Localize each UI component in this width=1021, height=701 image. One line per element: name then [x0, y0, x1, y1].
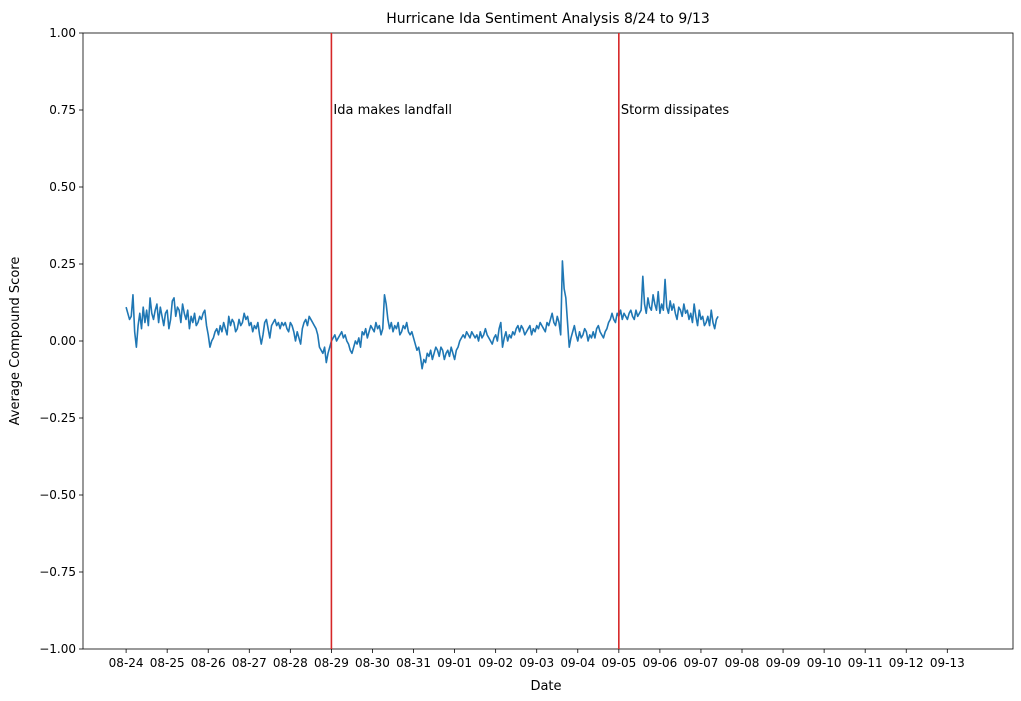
- x-tick-label: 08-30: [355, 656, 390, 670]
- plot-area: [82, 32, 1014, 650]
- y-tick-label: −0.25: [39, 411, 76, 425]
- y-tick-label: 0.25: [49, 257, 76, 271]
- y-tick-label: 0.00: [49, 334, 76, 348]
- y-tick-label: 0.50: [49, 180, 76, 194]
- x-tick-label: 09-09: [766, 656, 801, 670]
- chart-title: Hurricane Ida Sentiment Analysis 8/24 to…: [386, 11, 710, 27]
- event-lines: Ida makes landfall Storm dissipates: [330, 33, 730, 649]
- y-axis: 1.00 0.75 0.50 0.25 0.00 −0.25 −0.50 −0.75 −1.00: [39, 26, 83, 656]
- x-tick-label: 08-24: [109, 656, 144, 670]
- y-tick-label: −0.50: [39, 488, 76, 502]
- x-tick-label: 09-01: [437, 656, 472, 670]
- x-tick-label: 09-10: [807, 656, 842, 670]
- x-tick-label: 09-13: [930, 656, 965, 670]
- x-tick-label: 08-25: [150, 656, 185, 670]
- y-tick-label: −0.75: [39, 565, 76, 579]
- event-annotation: Storm dissipates: [621, 103, 730, 118]
- y-tick-label: 1.00: [49, 26, 76, 40]
- x-tick-label: 09-04: [560, 656, 595, 670]
- x-axis: 08-24 08-25 08-26 08-27 08-28 08-29 08-30 08-31…: [109, 649, 965, 670]
- x-axis-label: Date: [530, 679, 561, 694]
- x-tick-label: 09-02: [478, 656, 513, 670]
- x-tick-label: 09-12: [889, 656, 924, 670]
- x-tick-label: 09-03: [519, 656, 554, 670]
- x-tick-label: 08-31: [396, 656, 431, 670]
- x-tick-label: 08-29: [314, 656, 349, 670]
- y-axis-label: Average Compound Score: [8, 257, 23, 426]
- x-tick-label: 08-28: [273, 656, 308, 670]
- x-tick-label: 09-08: [725, 656, 760, 670]
- y-tick-label: −1.00: [39, 642, 76, 656]
- x-tick-label: 09-07: [684, 656, 719, 670]
- x-tick-label: 09-11: [848, 656, 883, 670]
- event-annotation: Ida makes landfall: [333, 103, 452, 118]
- x-tick-label: 08-26: [191, 656, 226, 670]
- x-tick-label: 09-06: [642, 656, 677, 670]
- x-tick-label: 09-05: [601, 656, 636, 670]
- y-tick-label: 0.75: [49, 103, 76, 117]
- x-tick-label: 08-27: [232, 656, 267, 670]
